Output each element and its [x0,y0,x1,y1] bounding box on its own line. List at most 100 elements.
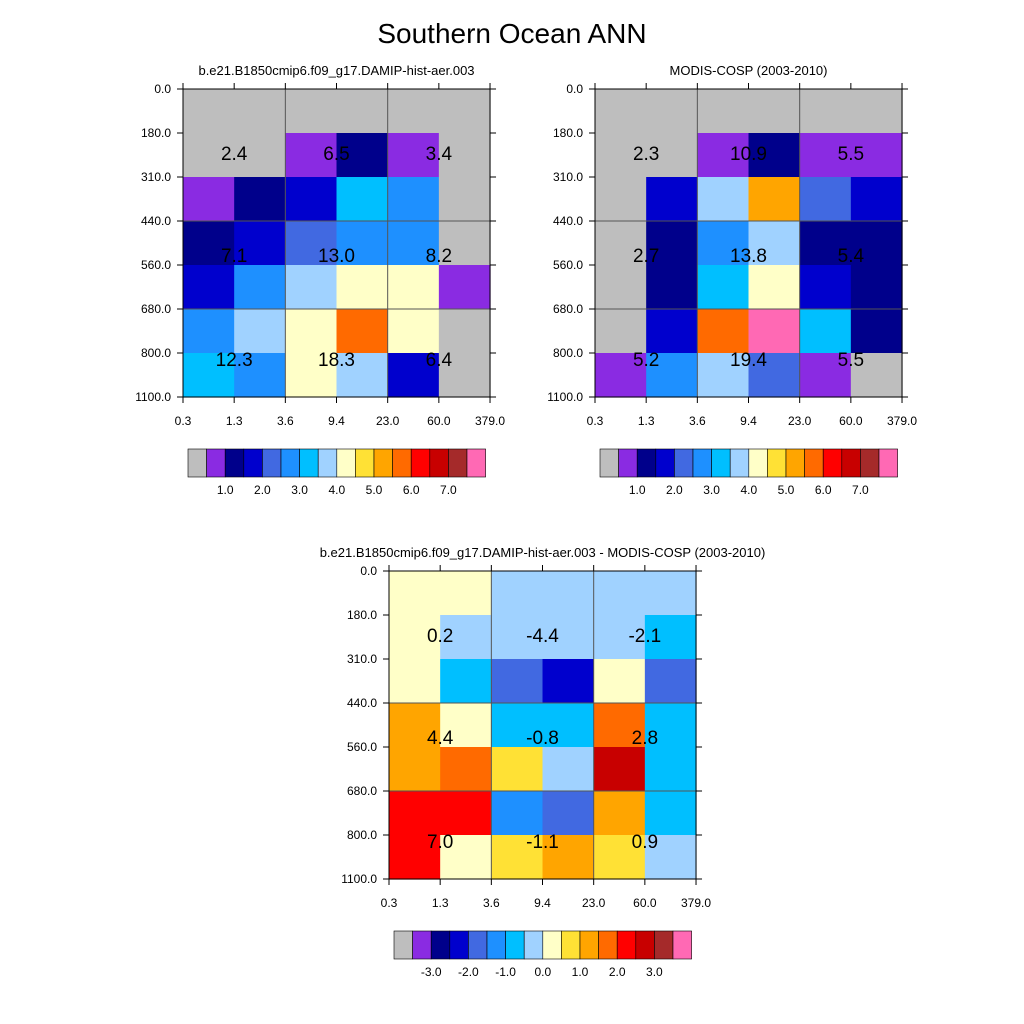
panel-0-colorbar-label: 3.0 [291,483,308,497]
panel-1-cell-r6-c1 [646,353,698,398]
panel-1-cell-r3-c2 [697,221,750,266]
panel-0-cell-r4-c0 [183,265,235,310]
panel-1-cell-r1-c2 [697,133,750,178]
panel-2-ytick-label: 680.0 [347,784,377,798]
panel-0-cell-r1-c0 [183,133,235,178]
panel-0-ytick-label: 310.0 [141,170,171,184]
panel-1-colorbar-swatch [636,448,657,478]
panel-0-colorbar-label: 4.0 [328,483,345,497]
panel-2-colorbar-swatch [561,930,581,960]
panel-0-cell-r0-c0 [183,89,235,134]
panel-2-cell-r6-c3 [542,835,595,880]
panel-2-cell-r5-c5 [644,791,697,836]
panel-1-value-label: 5.4 [838,246,865,267]
panel-1-colorbar-swatch [785,448,805,478]
panel-2-value-label: 4.4 [427,728,454,749]
panel-1-xtick-label: 0.3 [587,414,604,428]
panel-1-colorbar-swatch [599,448,619,478]
panel-0-xtick-label: 0.3 [175,414,192,428]
panel-2-colorbar-label: -1.0 [495,965,516,979]
panel-0-colorbar-swatch [336,448,356,478]
panel-0-cell-r2-c0 [183,177,235,222]
panel-0-cell-r6-c0 [183,353,235,398]
panel-2-xtick-label: 1.3 [432,896,449,910]
panel-2-cell-r0-c2 [491,571,544,616]
panel-0-cell-r6-c3 [336,353,389,398]
panel-0-cell-r2-c1 [234,177,286,222]
panel-2-cell-r3-c5 [644,703,697,748]
panel-0-ytick-label: 180.0 [141,126,171,140]
panel-1-cell-r4-c5 [850,265,903,310]
panel-0-cell-r0-c2 [285,89,338,134]
panel-2-colorbar-swatch [523,930,544,960]
panel-1-cell-r2-c3 [748,177,801,222]
panel-2-value-label: -4.4 [526,626,559,647]
panel-1-cell-r6-c2 [697,353,750,398]
panel-2-colorbar-label: 3.0 [646,965,663,979]
panel-0-value-label: 12.3 [216,350,253,371]
panel-1-cell-r1-c0 [595,133,647,178]
panel-1-colorbar-swatch [804,448,824,478]
panel-2-ytick-label: 1100.0 [341,872,377,886]
panel-0-xtick-label: 3.6 [277,414,294,428]
panel-2-ytick-label: 800.0 [347,828,377,842]
panel-0-cell-r6-c1 [234,353,286,398]
panel-0-cell-r3-c5 [438,221,491,266]
panel-1-colorbar-label: 7.0 [852,483,869,497]
panel-2-colorbar-swatch [449,930,469,960]
panel-1-cell-r3-c5 [850,221,903,266]
panel-2-colorbar-label: 1.0 [572,965,589,979]
panel-1-cell-r4-c3 [748,265,801,310]
panel-1-cell-r3-c4 [799,221,852,266]
panel-0-cell-r3-c0 [183,221,235,266]
panel-0-colorbar-swatch [392,448,412,478]
panel-1-cell-r0-c1 [646,89,698,134]
panel-0-cell-r4-c1 [234,265,286,310]
panel-1-value-label: 5.5 [838,144,864,165]
panel-0-colorbar-swatch [448,448,468,478]
panel-1-cell-r2-c1 [646,177,698,222]
panel-1-colorbar-label: 6.0 [815,483,832,497]
panel-0-cell-r0-c3 [336,89,389,134]
panel-0-cell-r1-c2 [285,133,338,178]
panel-1-cell-r5-c5 [850,309,903,354]
panel-0-cell-r3-c4 [387,221,440,266]
panel-1-cell-r3-c1 [646,221,698,266]
panel-1-cell-r2-c0 [595,177,647,222]
panel-1-value-label: 10.9 [730,144,767,165]
panel-2-cell-r2-c3 [542,659,595,704]
panel-0-colorbar-swatch [262,448,282,478]
panel-2-cell-r2-c5 [644,659,697,704]
panel-1-cell-r1-c4 [799,133,852,178]
panel-2-colorbar-swatch [505,930,525,960]
panel-2-value-label: 7.0 [427,832,453,853]
panel-1-cell-r6-c5 [850,353,903,398]
panel-1-value-label: 13.8 [730,246,767,267]
panel-1-ytick-label: 440.0 [553,214,583,228]
panel-0-cell-r0-c4 [387,89,440,134]
panel-2-cell-r1-c0 [389,615,441,660]
panel-1-ytick-label: 560.0 [553,258,583,272]
panel-1-xtick-label: 1.3 [638,414,655,428]
panel-1-cell-r5-c4 [799,309,852,354]
panel-2-cell-r5-c3 [542,791,595,836]
panel-0-value-label: 7.1 [221,246,247,267]
panel-0-cell-r6-c5 [438,353,491,398]
panel-0-value-label: 6.4 [426,350,453,371]
panel-2-value-label: 0.2 [427,626,453,647]
panel-1-value-label: 2.3 [633,144,659,165]
panel-0-colorbar-swatch [373,448,393,478]
panel-0-xtick-label: 60.0 [427,414,451,428]
panel-0-cell-r1-c4 [387,133,440,178]
panel-1-colorbar-swatch [655,448,675,478]
panel-0-colorbar-swatch [280,448,300,478]
panel-0-value-label: 2.4 [221,144,248,165]
panel-1-xtick-label: 3.6 [689,414,706,428]
panel-2-colorbar-label: 2.0 [609,965,626,979]
panel-1-cell-r4-c1 [646,265,698,310]
panel-1-cell-r4-c0 [595,265,647,310]
panel-0-value-label: 13.0 [318,246,355,267]
panel-1-cell-r2-c4 [799,177,852,222]
panel-1-colorbar-swatch [767,448,787,478]
panel-2-colorbar-swatch [616,930,637,960]
